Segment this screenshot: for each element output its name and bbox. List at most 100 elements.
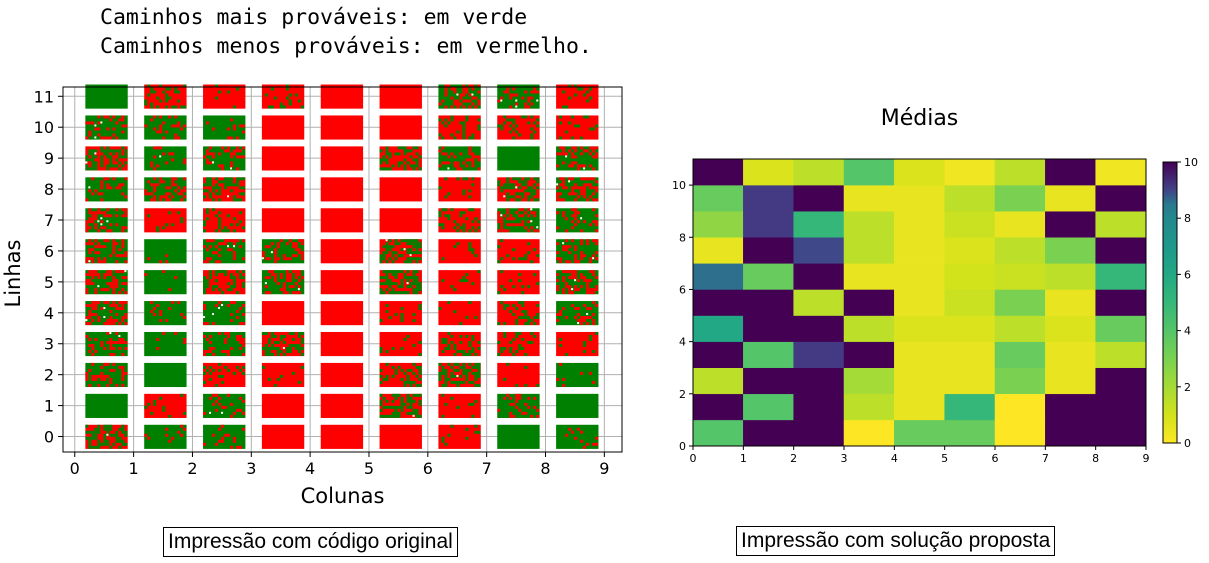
right-axes-frame <box>692 158 1147 447</box>
left-x-tick-label: 6 <box>423 459 433 478</box>
right-heatmap-cell <box>843 158 895 186</box>
right-y-tick-label: 8 <box>679 231 686 244</box>
colorbar-tick-label: 8 <box>1184 212 1191 225</box>
left-cell <box>497 115 540 140</box>
left-y-tick-label: 4 <box>44 304 54 323</box>
caption-proposed-solution: Impressão com solução proposta <box>736 526 1056 556</box>
right-y-tick-label: 10 <box>672 179 686 192</box>
left-cell <box>497 270 540 295</box>
left-cell <box>379 146 422 171</box>
right-heatmap-cell <box>1095 393 1147 421</box>
right-heatmap-cell <box>743 393 794 421</box>
left-x-tick-label: 0 <box>70 459 80 478</box>
right-heatmap-cell <box>994 315 1046 342</box>
left-cell <box>320 239 364 264</box>
right-heatmap-cell <box>743 419 794 447</box>
left-cell <box>144 393 187 418</box>
left-x-tick-label: 2 <box>187 459 197 478</box>
left-cell <box>320 331 364 357</box>
right-x-tick-label: 6 <box>992 452 999 465</box>
left-y-tick-label: 5 <box>44 273 54 292</box>
right-heatmap-cell <box>692 210 744 238</box>
left-cell <box>85 393 128 418</box>
right-x-tick-label: 7 <box>1042 452 1049 465</box>
right-heatmap-cell <box>894 315 945 342</box>
right-heatmap-cell <box>843 367 895 395</box>
left-cell <box>497 146 540 171</box>
left-cell <box>203 239 246 264</box>
left-cell <box>203 393 246 418</box>
right-heatmap-cell <box>1045 184 1096 212</box>
left-x-tick-label: 1 <box>129 459 139 478</box>
left-cell <box>203 301 246 326</box>
right-heatmap-cell <box>894 158 945 186</box>
colorbar-tick-label: 10 <box>1184 156 1198 169</box>
left-cell <box>379 393 422 418</box>
left-y-tick-label: 1 <box>44 397 54 416</box>
left-cell <box>497 208 540 233</box>
right-heatmap-cell <box>994 184 1046 212</box>
right-heatmap-cell <box>994 419 1046 447</box>
right-heatmap-cell <box>793 158 845 186</box>
right-heatmap-cell <box>944 315 996 342</box>
left-cell <box>85 208 128 233</box>
left-y-tick-label: 11 <box>34 87 54 106</box>
left-cell <box>85 301 128 326</box>
right-heatmap-cell <box>994 289 1046 316</box>
left-cell <box>497 84 540 109</box>
left-y-tick-label: 3 <box>44 335 54 354</box>
left-cell <box>320 301 364 326</box>
left-cell <box>144 270 187 295</box>
left-cell <box>261 301 305 326</box>
right-heatmap-cell <box>843 289 895 316</box>
left-cell <box>556 331 599 357</box>
left-x-tick-label: 9 <box>599 459 609 478</box>
right-heatmap-cell <box>743 210 794 238</box>
left-y-tick-label: 10 <box>34 118 54 137</box>
left-cell <box>438 362 481 388</box>
left-axes-frame <box>62 86 623 453</box>
left-cell <box>261 146 305 171</box>
right-heatmap-cell <box>743 341 794 368</box>
right-heatmap-cell <box>793 367 845 395</box>
left-x-tick-label: 8 <box>540 459 550 478</box>
left-cell <box>556 208 599 233</box>
right-heatmap-cell <box>743 237 794 264</box>
right-x-tick-label: 9 <box>1143 452 1150 465</box>
left-cell <box>556 393 599 418</box>
header-line-red: Caminhos menos prováveis: em vermelho. <box>100 34 592 59</box>
right-heatmap-cell <box>1095 158 1147 186</box>
right-y-tick-label: 0 <box>679 440 686 453</box>
left-cell <box>320 146 364 171</box>
left-cell <box>261 115 305 140</box>
right-y-tick-label: 4 <box>679 336 686 349</box>
right-heatmap-cell <box>843 263 895 290</box>
left-cell <box>144 331 187 357</box>
right-heatmap-cell <box>692 158 744 186</box>
colorbar-tick-label: 4 <box>1184 325 1191 338</box>
left-y-tick-label: 6 <box>44 242 54 261</box>
left-y-axis-label: Linhas <box>1 240 25 308</box>
left-cell <box>497 331 540 357</box>
left-x-tick-label: 7 <box>482 459 492 478</box>
left-cell <box>203 84 246 109</box>
right-heatmap-cell <box>944 289 996 316</box>
right-x-tick-label: 8 <box>1092 452 1099 465</box>
right-heatmap-cell <box>793 289 845 316</box>
right-heatmap-cell <box>1045 419 1096 447</box>
left-cell <box>85 177 128 202</box>
left-cell <box>85 239 128 264</box>
left-cell <box>144 84 187 109</box>
right-heatmap-cell <box>692 315 744 342</box>
left-cell <box>85 270 128 295</box>
colorbar-tick-label: 2 <box>1184 381 1191 394</box>
left-cell <box>85 362 128 388</box>
left-cell <box>556 84 599 109</box>
right-heatmap-cell <box>1045 263 1096 290</box>
left-cell <box>203 146 246 171</box>
right-heatmap-cell <box>793 237 845 264</box>
right-x-tick-label: 5 <box>941 452 948 465</box>
left-cell <box>144 208 187 233</box>
right-x-tick-label: 0 <box>690 452 697 465</box>
